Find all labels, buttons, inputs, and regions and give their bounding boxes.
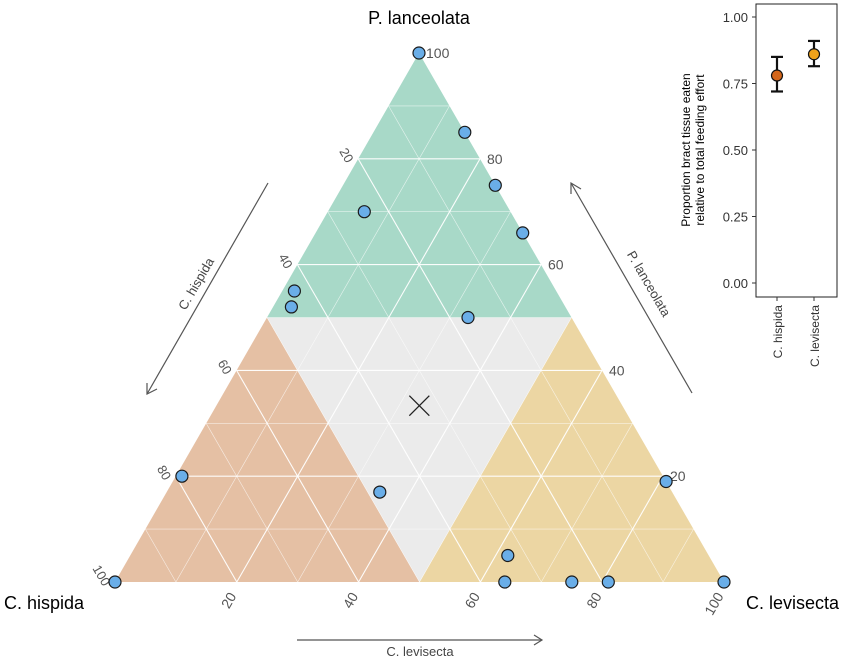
inset-x-tick-label: C. levisecta — [808, 305, 822, 367]
region-c-levisecta — [419, 317, 724, 582]
right-axis-label: P. lanceolata — [624, 248, 674, 320]
tick-label-bottom: 80 — [583, 589, 605, 611]
ternary-grid — [145, 105, 694, 583]
grid-line-l — [297, 211, 511, 583]
tick-label-bottom: 40 — [340, 589, 362, 611]
grid-line-l — [175, 105, 450, 583]
tick-label-bottom: 20 — [218, 589, 240, 611]
inset-ylabel-line2: relative to total feeding effort — [693, 74, 707, 226]
tick-label-right: 40 — [609, 362, 625, 378]
data-point — [501, 548, 515, 563]
inset-x-tick-label: C. hispida — [771, 305, 785, 359]
grid-line-h — [236, 370, 360, 583]
region-p-lanceolata — [267, 53, 572, 318]
tick-label-left: 40 — [276, 251, 296, 271]
grid-line-h — [175, 475, 238, 583]
corner-label-top: P. lanceolata — [368, 8, 471, 28]
grid-line-l — [479, 370, 603, 583]
inset-y-tick-label: 0.75 — [723, 77, 748, 92]
tick-label-bottom: 60 — [461, 589, 483, 611]
inset-marks — [770, 39, 821, 93]
data-point — [108, 575, 122, 589]
grid-line-h — [388, 105, 664, 583]
tick-label-left: 20 — [336, 145, 356, 165]
grid-line-h — [266, 317, 420, 583]
tick-label-left: 60 — [215, 357, 235, 377]
data-points — [108, 46, 731, 589]
data-point — [357, 205, 371, 219]
tick-label-right: 80 — [487, 151, 503, 167]
data-point — [373, 485, 387, 499]
data-point — [461, 310, 475, 325]
data-point — [498, 575, 512, 589]
corner-label-left: C. hispida — [4, 593, 85, 613]
inset-mean-point — [807, 48, 821, 61]
inset-panel — [755, 3, 838, 298]
grid-line-l — [541, 423, 633, 583]
grid-line-l — [662, 528, 694, 583]
data-point — [565, 575, 579, 589]
inset-ylabel-line1: Proportion bract tissue eaten — [679, 73, 693, 226]
tick-label-right: 60 — [548, 257, 564, 273]
data-point — [488, 178, 502, 192]
inset-y-tick-label: 0.50 — [723, 143, 748, 158]
tick-label-left: 80 — [154, 463, 174, 483]
inset-mean-point — [770, 69, 784, 82]
tick-label-bottom: 100 — [701, 589, 727, 617]
tick-label-right: 20 — [670, 468, 686, 484]
inset-y-axis: 0.00 0.25 0.50 0.75 1.00 — [723, 10, 756, 291]
inset-y-tick-label: 0.25 — [723, 210, 748, 225]
bottom-axis-arrow — [297, 634, 544, 646]
data-point — [601, 575, 615, 589]
data-point — [717, 575, 731, 589]
tick-label-right: 100 — [426, 45, 450, 61]
data-point — [458, 125, 472, 139]
data-point — [659, 474, 673, 489]
data-point — [284, 300, 298, 314]
grid-line-h — [205, 423, 298, 583]
inset-x-axis: C. hispida C. levisecta — [771, 297, 822, 367]
grid-line-h — [327, 211, 542, 583]
data-point — [412, 46, 426, 60]
right-axis-arrow — [570, 181, 693, 394]
corner-label-right: C. levisecta — [746, 593, 840, 613]
centroid-stroke — [408, 395, 430, 417]
inset-errorbar-plot: 0.00 0.25 0.50 0.75 1.00 C. hispida C. levise… — [679, 3, 838, 367]
grid-line-h — [145, 528, 177, 583]
data-point — [287, 284, 301, 298]
region-c-hispida — [115, 317, 420, 582]
data-point — [516, 226, 530, 240]
grid-line-l — [419, 317, 572, 583]
bottom-axis-label: C. levisecta — [386, 644, 454, 659]
centroid-marker — [408, 395, 430, 417]
left-axis-arrow — [146, 182, 269, 395]
region-mixed — [267, 317, 572, 582]
data-point — [175, 469, 189, 483]
inset-y-tick-label: 1.00 — [723, 10, 748, 25]
inset-y-tick-label: 0.00 — [723, 276, 748, 291]
grid-line-l — [601, 475, 664, 583]
